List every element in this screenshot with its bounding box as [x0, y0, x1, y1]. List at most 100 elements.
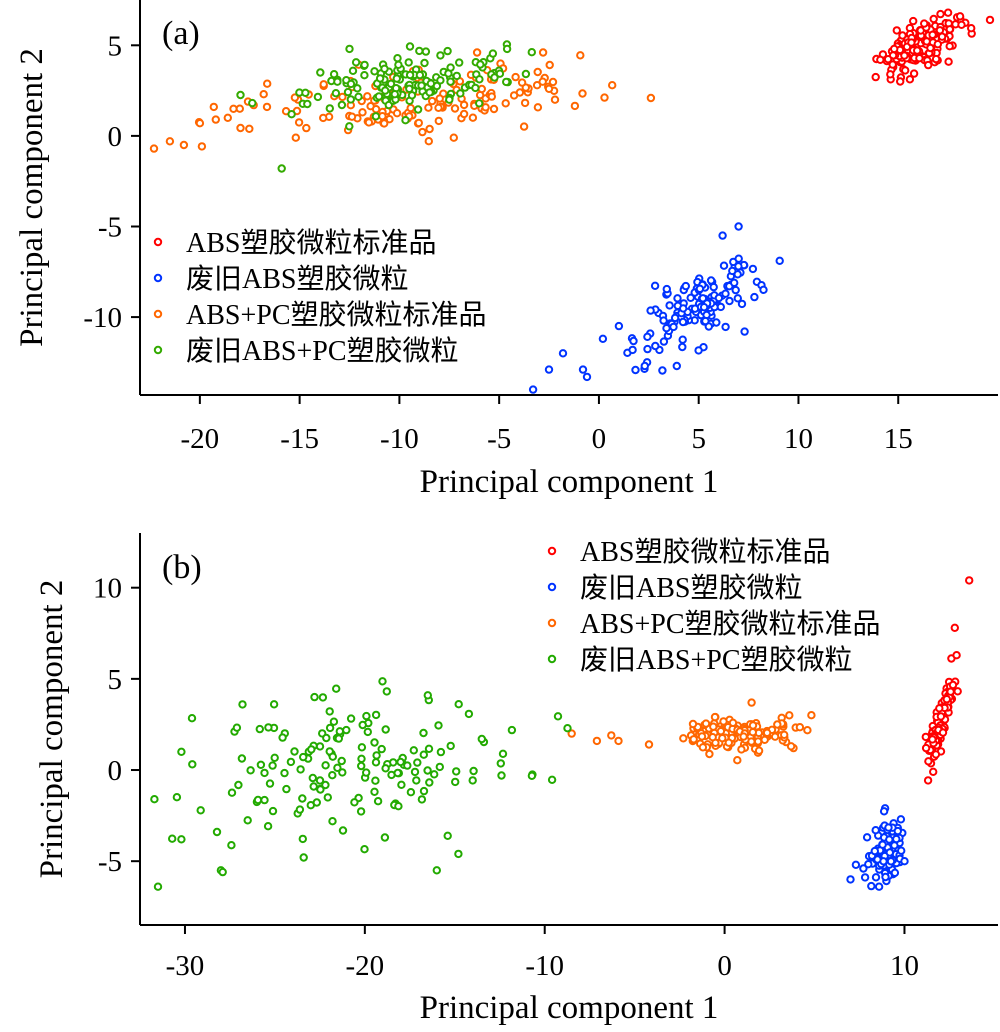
data-point	[907, 38, 916, 47]
data-point	[709, 282, 718, 292]
data-point	[425, 124, 434, 134]
data-point	[149, 144, 159, 153]
data-point	[195, 119, 205, 128]
data-point	[296, 765, 305, 774]
data-point	[287, 110, 296, 119]
data-point	[375, 74, 385, 83]
data-point	[347, 112, 357, 121]
data-point	[269, 700, 279, 709]
data-point	[338, 92, 347, 102]
data-point	[419, 786, 429, 796]
panel-b: -30 -20 -10 0 10 10 5 0 -5 Principal component 1 P…	[34, 533, 998, 1026]
data-point	[209, 102, 219, 112]
data-point	[734, 254, 743, 263]
data-point	[435, 94, 444, 103]
data-point	[511, 72, 520, 82]
data-point	[708, 733, 717, 742]
data-point	[496, 759, 505, 768]
data-point	[532, 81, 542, 90]
data-point	[425, 778, 434, 787]
data-point	[350, 798, 359, 807]
data-point	[392, 74, 401, 83]
data-point	[430, 770, 439, 779]
data-point	[346, 79, 356, 89]
data-point	[177, 835, 186, 844]
data-point	[454, 700, 463, 709]
data-point	[578, 365, 588, 374]
data-point	[338, 826, 348, 835]
data-point	[468, 113, 478, 122]
data-point	[955, 12, 965, 21]
legend-marker	[153, 273, 163, 283]
data-point	[885, 835, 894, 844]
data-point	[948, 680, 958, 690]
data-point	[754, 746, 764, 755]
data-point	[455, 58, 464, 67]
legend-marker	[547, 582, 557, 592]
data-point	[646, 306, 655, 315]
data-point	[679, 304, 688, 313]
data-point	[378, 677, 387, 686]
data-point	[517, 78, 527, 87]
data-point	[396, 757, 405, 767]
data-point	[753, 737, 763, 746]
data-point	[264, 723, 273, 732]
data-point	[737, 745, 746, 754]
data-point	[472, 48, 482, 57]
data-point	[325, 707, 334, 716]
legend-marker	[547, 618, 557, 628]
data-point	[477, 734, 486, 744]
data-point	[867, 881, 876, 891]
data-point	[265, 779, 275, 788]
data-point	[775, 256, 784, 265]
data-point	[643, 344, 652, 354]
data-point	[780, 730, 789, 739]
data-point	[686, 293, 695, 302]
data-point	[298, 794, 307, 803]
data-point	[432, 866, 441, 875]
data-point	[878, 840, 887, 849]
data-point	[334, 734, 343, 743]
data-point	[931, 750, 941, 759]
data-point	[795, 723, 805, 732]
data-point	[323, 793, 332, 802]
data-point	[371, 710, 381, 720]
data-point	[697, 732, 707, 741]
data-point	[328, 817, 337, 826]
data-point	[709, 722, 718, 731]
legend-marker	[153, 345, 163, 355]
data-point	[409, 746, 418, 755]
data-point	[659, 337, 669, 346]
data-point	[371, 776, 380, 785]
data-point	[547, 775, 557, 784]
data-point	[351, 58, 361, 67]
data-point	[716, 727, 726, 736]
data-point	[724, 738, 733, 747]
data-point	[246, 766, 255, 775]
data-point	[871, 873, 881, 882]
data-point	[298, 834, 307, 844]
data-point	[374, 92, 384, 101]
data-point	[348, 66, 358, 76]
data-point	[803, 726, 812, 735]
data-point	[243, 816, 252, 825]
data-point	[150, 795, 159, 804]
y-tick-label: -5	[98, 211, 122, 243]
data-point	[286, 757, 296, 767]
data-point	[227, 788, 237, 797]
data-point	[277, 164, 286, 173]
data-point	[468, 776, 477, 785]
data-point	[662, 324, 671, 333]
data-point	[915, 54, 924, 63]
data-point	[937, 32, 947, 41]
data-point	[629, 336, 638, 346]
x-axis-title: Principal component 1	[420, 464, 719, 500]
data-point	[321, 780, 330, 790]
data-point	[659, 316, 668, 325]
y-axis-title: Principal component 2	[14, 48, 50, 347]
data-point	[870, 846, 879, 856]
data-point	[550, 95, 560, 104]
data-point	[360, 60, 369, 70]
data-point	[923, 776, 933, 785]
